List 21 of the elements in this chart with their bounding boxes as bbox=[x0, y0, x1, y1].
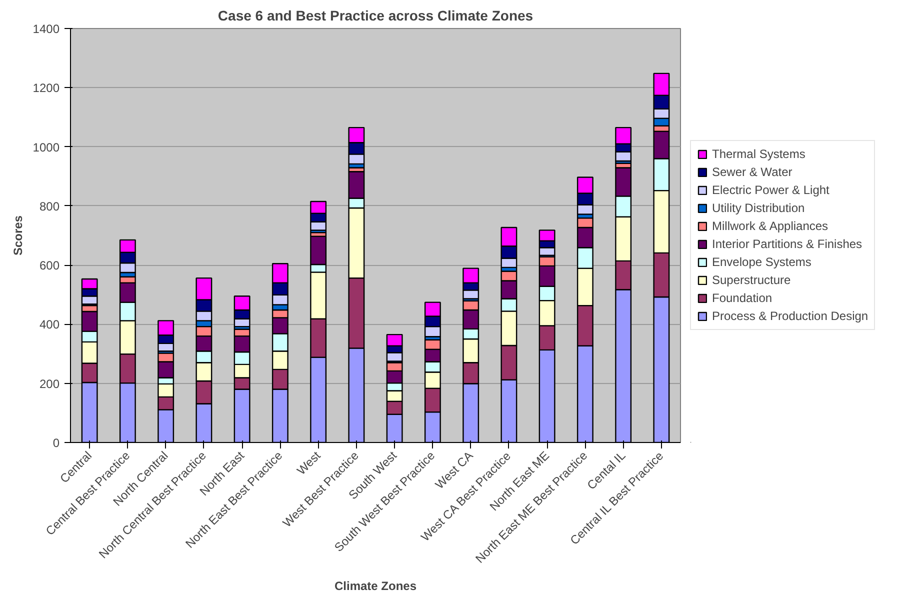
x-axis-title: Climate Zones bbox=[334, 578, 417, 593]
legend-label: Interior Partitions & Finishes bbox=[712, 237, 862, 251]
legend-label: Utility Distribution bbox=[712, 201, 805, 215]
y-tick-label: 200 bbox=[39, 376, 60, 391]
chart-title: Case 6 and Best Practice across Climate Zones bbox=[218, 8, 534, 24]
y-tick-label: 800 bbox=[39, 199, 60, 214]
y-tick-label: 0 bbox=[52, 436, 60, 450]
legend-label: Foundation bbox=[712, 291, 772, 305]
legend-label: Process & Production Design bbox=[712, 309, 868, 323]
y-tick-label: 400 bbox=[39, 318, 60, 332]
legend-label: Envelope Systems bbox=[712, 255, 812, 269]
y-tick-label: 1200 bbox=[32, 81, 60, 96]
y-tick-label: 600 bbox=[39, 258, 60, 273]
y-tick-label: 1400 bbox=[32, 22, 60, 36]
legend-label: Millwork & Appliances bbox=[712, 219, 828, 233]
y-axis-title: Scores bbox=[10, 215, 25, 256]
y-tick-label: 1000 bbox=[32, 140, 60, 154]
legend-label: Superstructure bbox=[712, 273, 791, 287]
legend-label: Electric Power & Light bbox=[712, 183, 830, 197]
legend-label: Thermal Systems bbox=[712, 147, 806, 161]
legend-label: Sewer & Water bbox=[712, 165, 792, 179]
